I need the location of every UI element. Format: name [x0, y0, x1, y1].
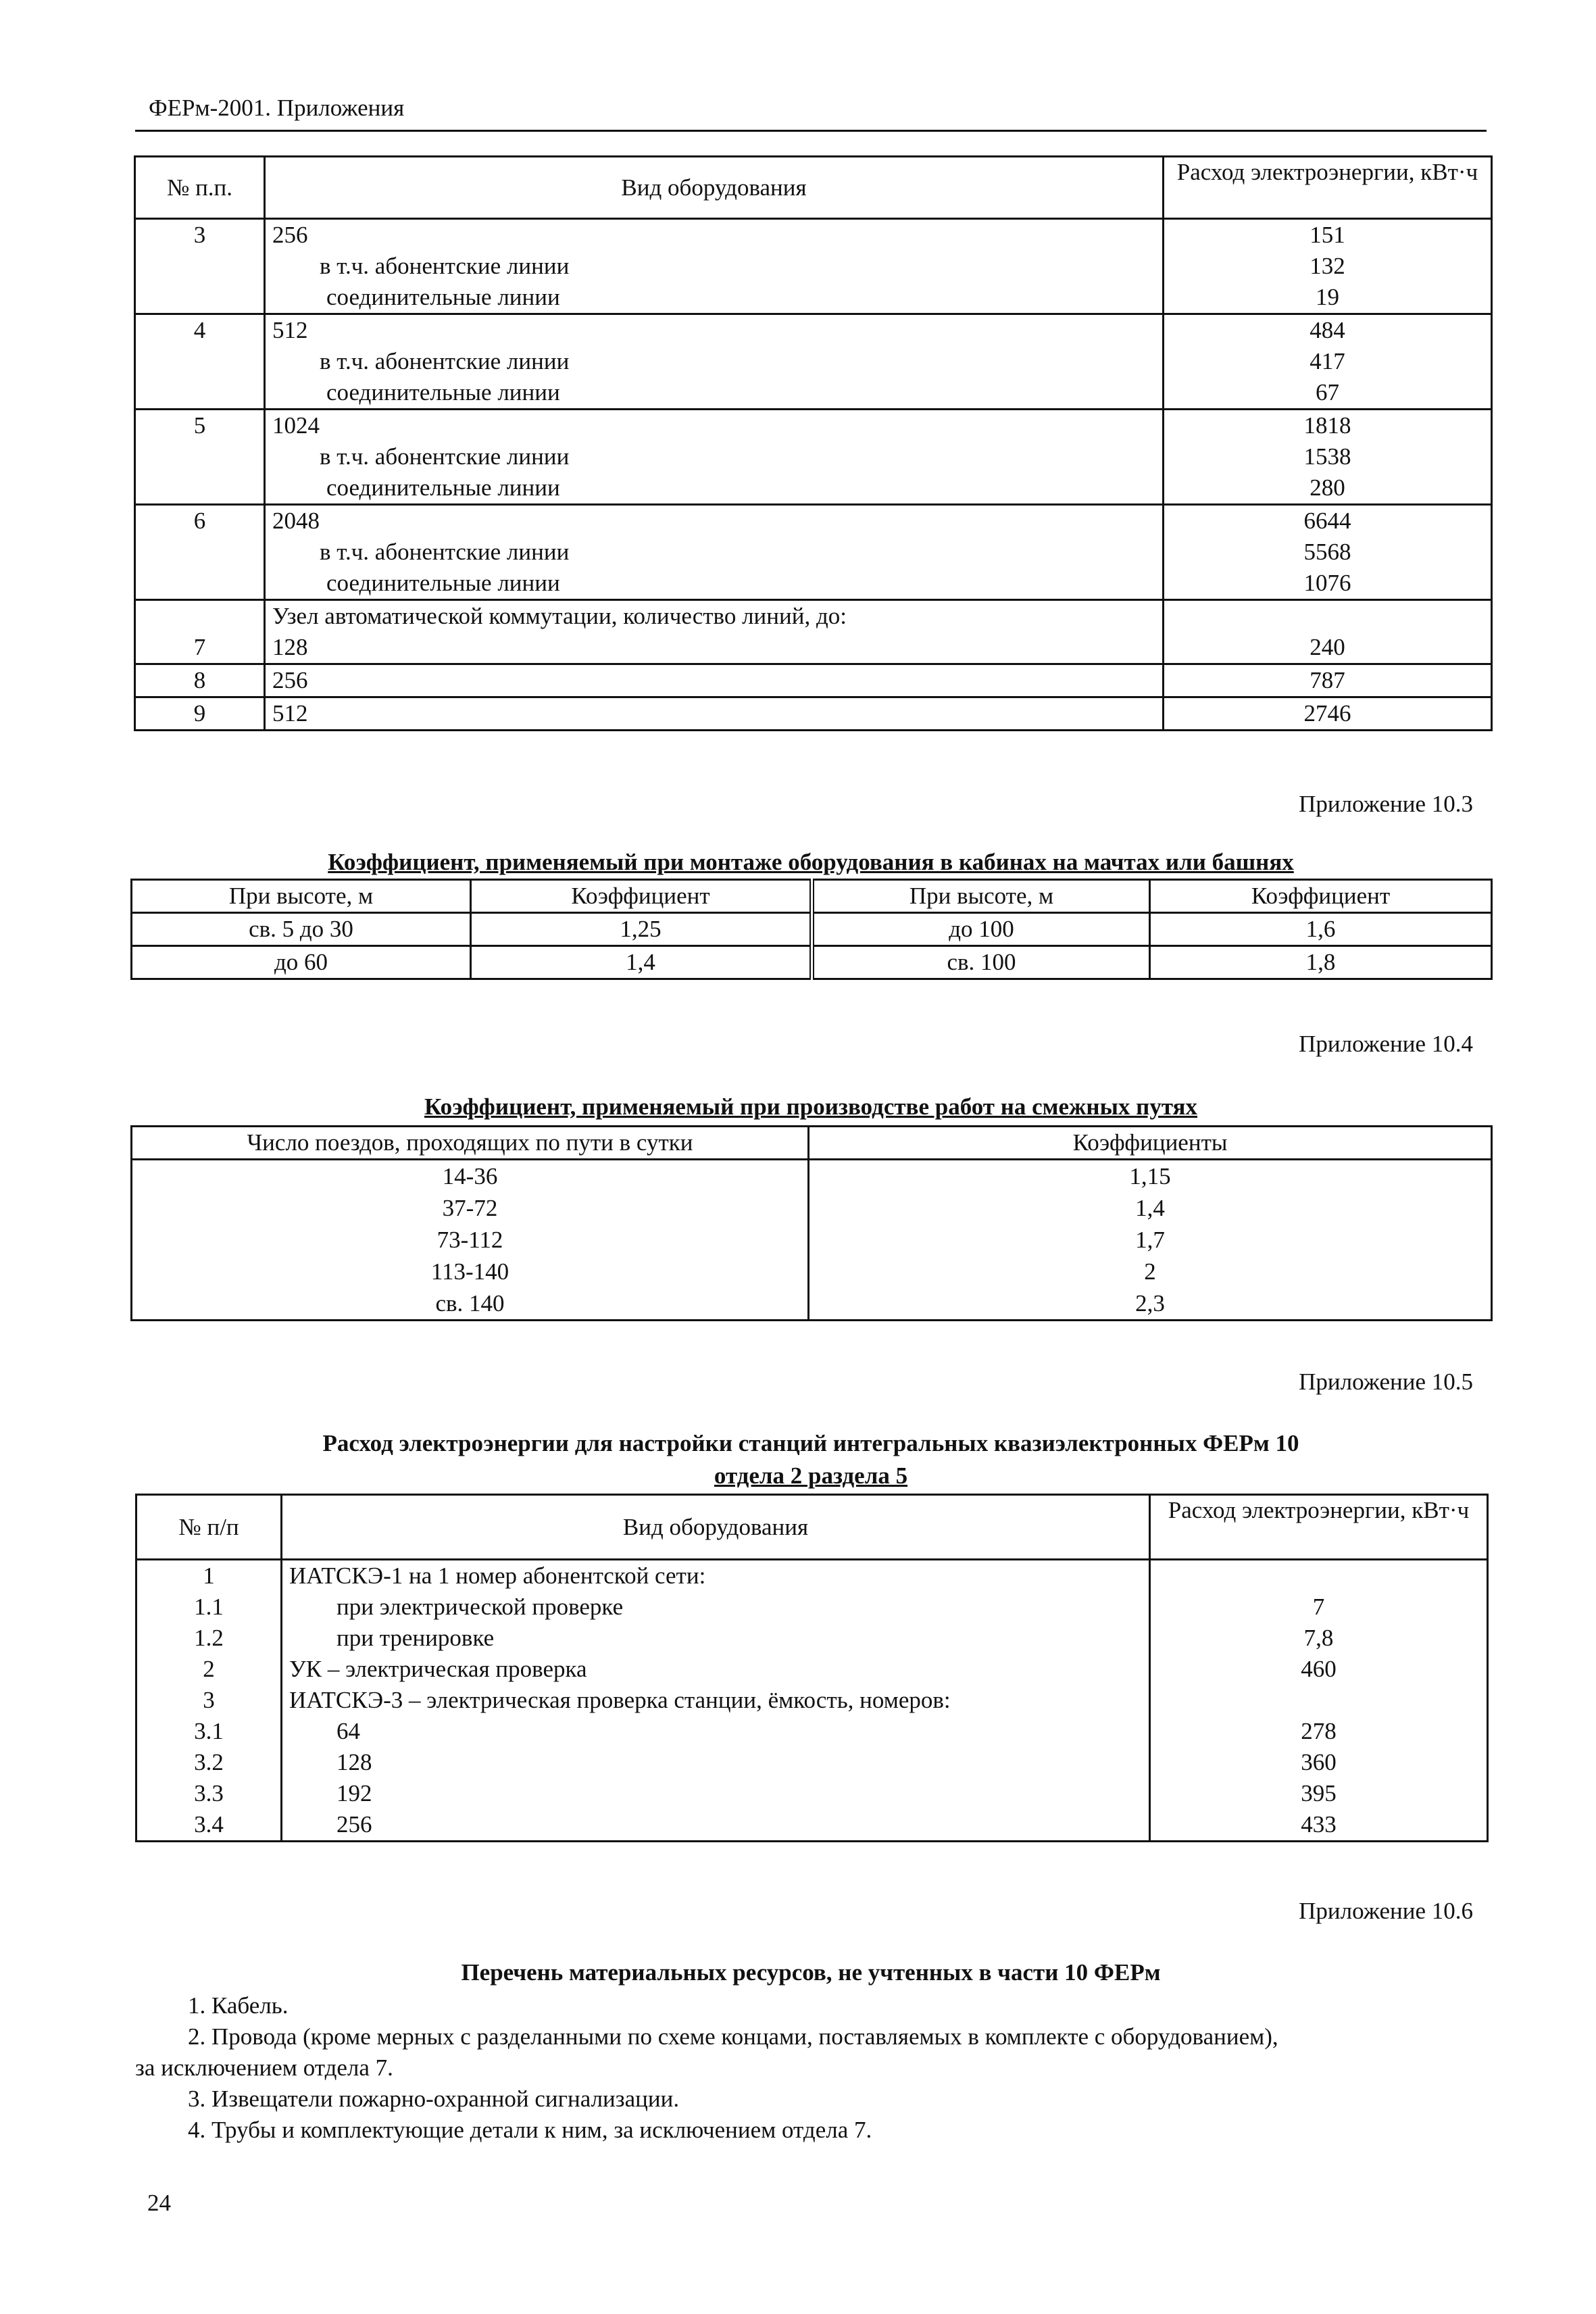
table-row: 3 ИАТСКЭ-3 – электрическая проверка станц…	[135, 1685, 1489, 1716]
col-header: № п.п.	[134, 155, 266, 220]
list-item: 2. Провода (кроме мерных с разделанными …	[188, 2023, 1278, 2050]
trains-column: 14-36 37-72 73-112 113-140 св. 140	[130, 1158, 809, 1321]
table-row: 3.3 192 395	[135, 1778, 1489, 1809]
col-header: Коэффициент	[470, 879, 814, 914]
resource-list: 1. Кабель. 2. Провода (кроме мерных с ра…	[135, 1990, 1278, 2146]
table-height-coefficient: При высоте, м Коэффициент При высоте, м Коэ…	[130, 879, 1493, 980]
table-row: в т.ч. абонентские линии 417	[134, 346, 1493, 377]
table-row: 1.2 при тренировке 7,8	[135, 1623, 1489, 1654]
cell-value: 2	[1144, 1258, 1156, 1285]
table-row: 3.2 128 360	[135, 1747, 1489, 1778]
table-row: 6 2048 6644	[134, 503, 1493, 537]
table-row: 3.4 256 433	[135, 1809, 1489, 1842]
table-row: соединительные линии 280	[134, 472, 1493, 506]
running-header: ФЕРм-2001. Приложения	[149, 95, 405, 121]
table-row: в т.ч. абонентские линии 132	[134, 251, 1493, 282]
cell-value: 37-72	[442, 1195, 498, 1221]
cell-value: 2,3	[1135, 1290, 1165, 1316]
list-item: 1. Кабель.	[188, 1992, 289, 2019]
col-header: Вид оборудования	[280, 1494, 1151, 1560]
appendix-label: Приложение 10.6	[1299, 1898, 1473, 1924]
table-row: соединительные линии 19	[134, 282, 1493, 315]
cell-value: 113-140	[430, 1258, 509, 1285]
col-header: При высоте, м	[811, 879, 1151, 914]
table-row: соединительные линии 67	[134, 377, 1493, 410]
table-row: 3.1 64 278	[135, 1716, 1489, 1747]
col-header: Вид оборудования	[264, 155, 1164, 220]
col-header: Расход электроэнергии, кВт·ч	[1162, 155, 1493, 220]
table-row: в т.ч. абонентские линии 1538	[134, 441, 1493, 472]
col-header: Коэффициент	[1149, 879, 1493, 914]
col-header: № п/п	[135, 1494, 282, 1560]
cell-value: 14-36	[442, 1163, 498, 1189]
appendix-label: Приложение 10.4	[1299, 1031, 1473, 1057]
header-rule	[135, 130, 1487, 132]
table-row: 9 512 2746	[134, 696, 1493, 731]
table-station-setup: № п/п Вид оборудования Расход электроэнерг…	[135, 1494, 1489, 1842]
table-row: 2 УК – электрическая проверка 460	[135, 1654, 1489, 1685]
coefficient-column: 1,15 1,4 1,7 2 2,3	[807, 1158, 1493, 1321]
table-row: 4 512 484	[134, 313, 1493, 346]
list-item: 4. Трубы и комплектующие детали к ним, з…	[188, 2117, 872, 2143]
table-row: 3 256 151	[134, 218, 1493, 251]
table-row: до 60 1,4 св. 100 1,8	[130, 945, 1493, 980]
table-row: соединительные линии 1076	[134, 568, 1493, 601]
table-row: 5 1024 1818	[134, 408, 1493, 441]
table-row: 1 ИАТСКЭ-1 на 1 номер абонентской сети:	[135, 1558, 1489, 1592]
cell-value: 1,15	[1129, 1163, 1171, 1189]
appendix-label: Приложение 10.5	[1299, 1369, 1473, 1395]
table-row: в т.ч. абонентские линии 5568	[134, 537, 1493, 568]
page-number: 24	[147, 2190, 171, 2216]
list-item: 3. Извещатели пожарно-охранной сигнализа…	[188, 2086, 680, 2112]
col-header: Число поездов, проходящих по пути в сутк…	[130, 1125, 809, 1160]
table-row: св. 5 до 30 1,25 до 100 1,6	[130, 912, 1493, 947]
table-row: 8 256 787	[134, 663, 1493, 698]
section-subtitle: отдела 2 раздела 5	[714, 1462, 908, 1489]
section-title: Перечень материальных ресурсов, не учтен…	[461, 1959, 1161, 1986]
cell-value: св. 140	[435, 1290, 505, 1316]
cell-value: 1,4	[1135, 1195, 1165, 1221]
col-header: Расход электроэнергии, кВт·ч	[1149, 1494, 1489, 1560]
section-title: Расход электроэнергии для настройки стан…	[322, 1430, 1299, 1456]
table-track-coefficient: Число поездов, проходящих по пути в сутк…	[130, 1125, 1493, 1321]
col-header: Коэффициенты	[807, 1125, 1493, 1160]
cell-value: 1,7	[1135, 1227, 1165, 1253]
table-row: 7 Узел автоматической коммутации, количес…	[134, 599, 1493, 665]
col-header: При высоте, м	[130, 879, 472, 914]
list-item-continuation: за исключением отдела 7.	[135, 2054, 393, 2081]
table-electricity-consumption: № п.п. Вид оборудования Расход электроэнер…	[134, 155, 1493, 731]
cell-value: 73-112	[437, 1227, 503, 1253]
section-title: Коэффициент, применяемый при монтаже обо…	[328, 849, 1294, 875]
table-row: 1.1 при электрической проверке 7	[135, 1592, 1489, 1623]
section-title: Коэффициент, применяемый при производств…	[424, 1093, 1197, 1120]
appendix-label: Приложение 10.3	[1299, 791, 1473, 817]
